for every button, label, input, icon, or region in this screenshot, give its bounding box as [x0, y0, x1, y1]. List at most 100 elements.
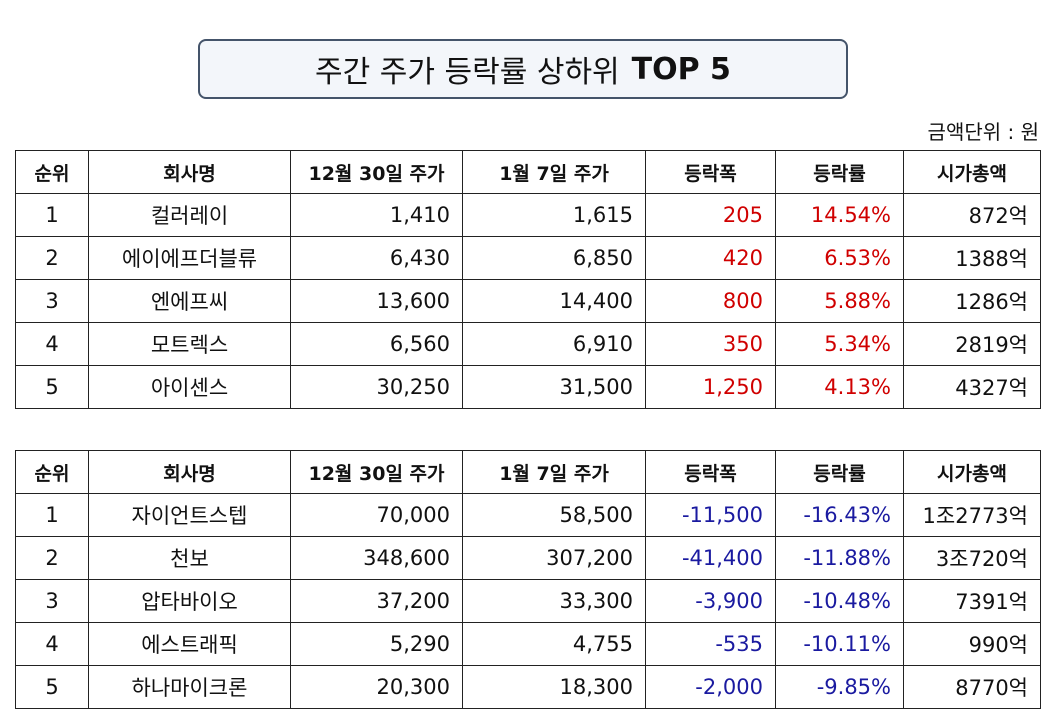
cell: 1,250 — [645, 365, 776, 409]
cell: -10.11% — [775, 622, 904, 666]
cell: 5 — [15, 665, 89, 709]
cell: 872억 — [903, 193, 1041, 237]
header-cell: 회사명 — [88, 450, 291, 494]
data-row: 1 자이언트스텝 70,000 58,500 -11,500 -16.43% 1조2773억 — [15, 493, 1041, 537]
cell: -2,000 — [645, 665, 776, 709]
cell: 6,850 — [462, 236, 646, 280]
data-row: 2 에이에프더블류 6,430 6,850 420 6.53% 1388억 — [15, 236, 1041, 280]
cell: 5.88% — [775, 279, 904, 323]
data-row: 4 모트렉스 6,560 6,910 350 5.34% 2819억 — [15, 322, 1041, 366]
cell: 자이언트스텝 — [88, 493, 291, 537]
header-cell: 순위 — [15, 450, 89, 494]
unit-note: 금액단위 : 원 — [927, 120, 1039, 144]
cell: -41,400 — [645, 536, 776, 580]
header-cell: 등락률 — [775, 150, 904, 194]
cell: 컬러레이 — [88, 193, 291, 237]
cell: 5,290 — [290, 622, 463, 666]
cell: 6,430 — [290, 236, 463, 280]
header-cell: 등락폭 — [645, 150, 776, 194]
cell: 58,500 — [462, 493, 646, 537]
cell: 18,300 — [462, 665, 646, 709]
cell: 30,250 — [290, 365, 463, 409]
cell: -535 — [645, 622, 776, 666]
cell: 2 — [15, 536, 89, 580]
cell: 1 — [15, 493, 89, 537]
cell: 6.53% — [775, 236, 904, 280]
data-row: 2 천보 348,600 307,200 -41,400 -11.88% 3조720억 — [15, 536, 1041, 580]
title-text: 주간 주가 등락률 상하위 — [315, 55, 620, 90]
cell: 8770억 — [903, 665, 1041, 709]
cell: 에스트래픽 — [88, 622, 291, 666]
stock-table: 순위 회사명 12월 30일 주가 1월 7일 주가 등락폭 등락률 시가총액 1 컬러레이 1,… — [15, 150, 1041, 409]
cell: 5 — [15, 365, 89, 409]
cell: 1,410 — [290, 193, 463, 237]
cell: 7391억 — [903, 579, 1041, 623]
cell: 모트렉스 — [88, 322, 291, 366]
data-row: 1 컬러레이 1,410 1,615 205 14.54% 872억 — [15, 193, 1041, 237]
cell: 아이센스 — [88, 365, 291, 409]
header-cell: 등락률 — [775, 450, 904, 494]
cell: 2 — [15, 236, 89, 280]
cell: 70,000 — [290, 493, 463, 537]
header-cell: 등락폭 — [645, 450, 776, 494]
cell: 800 — [645, 279, 776, 323]
cell: 14.54% — [775, 193, 904, 237]
header-row: 순위 회사명 12월 30일 주가 1월 7일 주가 등락폭 등락률 시가총액 — [15, 450, 1041, 494]
cell: 3 — [15, 579, 89, 623]
cell: -16.43% — [775, 493, 904, 537]
cell: 1조2773억 — [903, 493, 1041, 537]
header-cell: 시가총액 — [903, 150, 1041, 194]
cell: 4 — [15, 622, 89, 666]
cell: 하나마이크론 — [88, 665, 291, 709]
cell: 에이에프더블류 — [88, 236, 291, 280]
cell: -9.85% — [775, 665, 904, 709]
data-row: 3 엔에프씨 13,600 14,400 800 5.88% 1286억 — [15, 279, 1041, 323]
cell: 1 — [15, 193, 89, 237]
cell: 3조720억 — [903, 536, 1041, 580]
cell: -11,500 — [645, 493, 776, 537]
header-cell: 순위 — [15, 150, 89, 194]
data-row: 4 에스트래픽 5,290 4,755 -535 -10.11% 990억 — [15, 622, 1041, 666]
cell: 350 — [645, 322, 776, 366]
cell: -11.88% — [775, 536, 904, 580]
cell: 1286억 — [903, 279, 1041, 323]
cell: 4 — [15, 322, 89, 366]
cell: 205 — [645, 193, 776, 237]
data-row: 3 압타바이오 37,200 33,300 -3,900 -10.48% 7391억 — [15, 579, 1041, 623]
cell: 37,200 — [290, 579, 463, 623]
cell: -3,900 — [645, 579, 776, 623]
cell: 4,755 — [462, 622, 646, 666]
header-cell: 12월 30일 주가 — [290, 150, 463, 194]
header-cell: 회사명 — [88, 150, 291, 194]
cell: 420 — [645, 236, 776, 280]
cell: 6,560 — [290, 322, 463, 366]
cell: 6,910 — [462, 322, 646, 366]
title-box: 주간 주가 등락률 상하위 TOP 5 — [198, 39, 848, 99]
cell: 4327억 — [903, 365, 1041, 409]
cell: 5.34% — [775, 322, 904, 366]
title-emphasis: TOP 5 — [631, 51, 731, 87]
stock-table: 순위 회사명 12월 30일 주가 1월 7일 주가 등락폭 등락률 시가총액 1 자이언트스텝… — [15, 450, 1041, 709]
cell: 3 — [15, 279, 89, 323]
cell: 13,600 — [290, 279, 463, 323]
cell: 2819억 — [903, 322, 1041, 366]
header-cell: 12월 30일 주가 — [290, 450, 463, 494]
cell: 348,600 — [290, 536, 463, 580]
cell: 1,615 — [462, 193, 646, 237]
cell: 990억 — [903, 622, 1041, 666]
cell: 14,400 — [462, 279, 646, 323]
header-row: 순위 회사명 12월 30일 주가 1월 7일 주가 등락폭 등락률 시가총액 — [15, 150, 1041, 194]
cell: 엔에프씨 — [88, 279, 291, 323]
cell: 307,200 — [462, 536, 646, 580]
cell: 33,300 — [462, 579, 646, 623]
data-row: 5 아이센스 30,250 31,500 1,250 4.13% 4327억 — [15, 365, 1041, 409]
header-cell: 1월 7일 주가 — [462, 450, 646, 494]
cell: 천보 — [88, 536, 291, 580]
cell: 4.13% — [775, 365, 904, 409]
header-cell: 1월 7일 주가 — [462, 150, 646, 194]
cell: 압타바이오 — [88, 579, 291, 623]
cell: 31,500 — [462, 365, 646, 409]
cell: 1388억 — [903, 236, 1041, 280]
data-row: 5 하나마이크론 20,300 18,300 -2,000 -9.85% 8770억 — [15, 665, 1041, 709]
